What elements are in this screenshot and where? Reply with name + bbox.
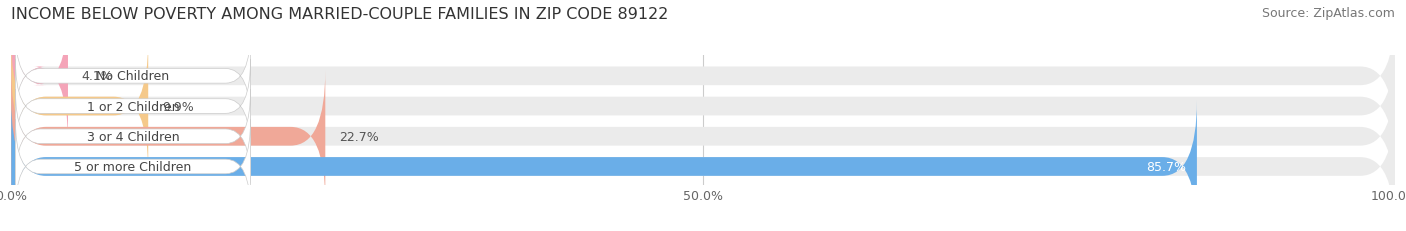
FancyBboxPatch shape <box>11 101 1197 231</box>
FancyBboxPatch shape <box>15 30 250 123</box>
Text: 22.7%: 22.7% <box>339 130 378 143</box>
Text: 4.1%: 4.1% <box>82 70 114 83</box>
FancyBboxPatch shape <box>11 11 67 142</box>
FancyBboxPatch shape <box>11 71 1395 203</box>
FancyBboxPatch shape <box>15 60 250 153</box>
FancyBboxPatch shape <box>11 41 1395 173</box>
FancyBboxPatch shape <box>15 90 250 184</box>
Text: 3 or 4 Children: 3 or 4 Children <box>87 130 180 143</box>
FancyBboxPatch shape <box>11 101 1395 231</box>
Text: INCOME BELOW POVERTY AMONG MARRIED-COUPLE FAMILIES IN ZIP CODE 89122: INCOME BELOW POVERTY AMONG MARRIED-COUPL… <box>11 7 669 22</box>
FancyBboxPatch shape <box>15 120 250 214</box>
FancyBboxPatch shape <box>11 41 148 173</box>
FancyBboxPatch shape <box>11 11 1395 142</box>
Text: 85.7%: 85.7% <box>1146 160 1185 173</box>
FancyBboxPatch shape <box>11 71 325 203</box>
Text: 9.9%: 9.9% <box>162 100 194 113</box>
Text: 5 or more Children: 5 or more Children <box>75 160 191 173</box>
Text: No Children: No Children <box>97 70 170 83</box>
Text: 1 or 2 Children: 1 or 2 Children <box>87 100 180 113</box>
Text: Source: ZipAtlas.com: Source: ZipAtlas.com <box>1261 7 1395 20</box>
